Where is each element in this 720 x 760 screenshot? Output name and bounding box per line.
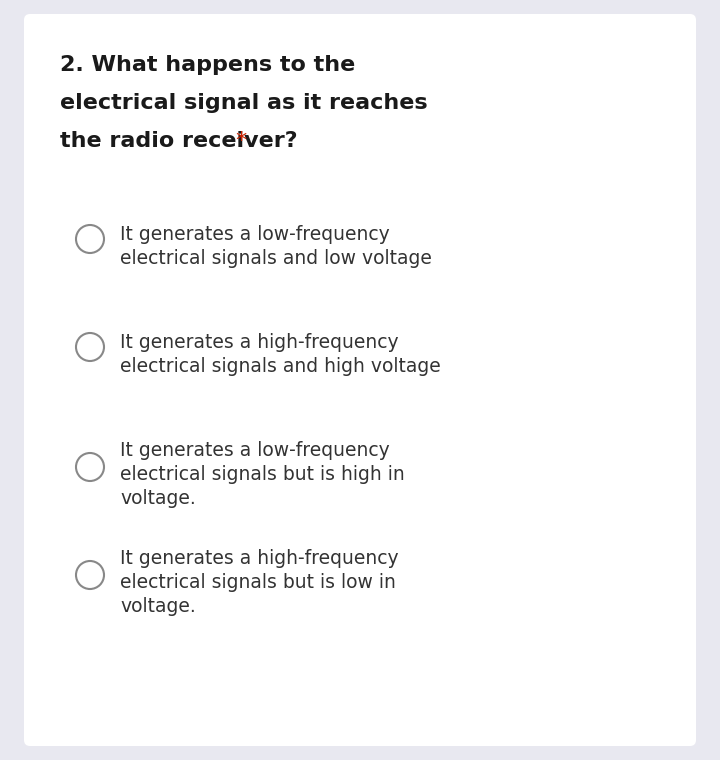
Text: electrical signal as it reaches: electrical signal as it reaches <box>60 93 428 113</box>
FancyBboxPatch shape <box>24 14 696 746</box>
Text: the radio receiver?: the radio receiver? <box>60 131 297 151</box>
Text: voltage.: voltage. <box>120 489 196 508</box>
Text: It generates a low-frequency: It generates a low-frequency <box>120 225 390 244</box>
Text: voltage.: voltage. <box>120 597 196 616</box>
Text: It generates a high-frequency: It generates a high-frequency <box>120 549 399 568</box>
Text: electrical signals but is low in: electrical signals but is low in <box>120 573 396 592</box>
Text: electrical signals but is high in: electrical signals but is high in <box>120 465 405 484</box>
Text: It generates a high-frequency: It generates a high-frequency <box>120 333 399 352</box>
Text: It generates a low-frequency: It generates a low-frequency <box>120 441 390 460</box>
Text: *: * <box>235 131 246 151</box>
Text: 2. What happens to the: 2. What happens to the <box>60 55 355 75</box>
Text: electrical signals and low voltage: electrical signals and low voltage <box>120 249 432 268</box>
Text: electrical signals and high voltage: electrical signals and high voltage <box>120 357 441 376</box>
